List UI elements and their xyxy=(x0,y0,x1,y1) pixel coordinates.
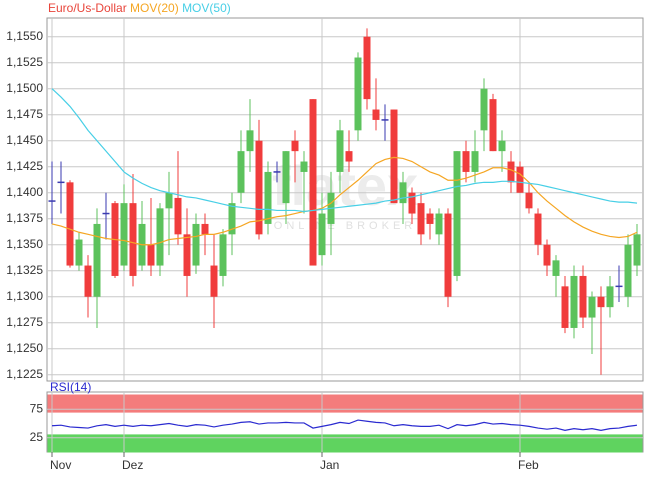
candle-body xyxy=(246,130,254,152)
x-tick-label: Feb xyxy=(518,458,539,472)
y-tick-label: 1,1500 xyxy=(6,81,43,95)
candle-body xyxy=(354,57,362,131)
y-tick-label: 1,1425 xyxy=(6,159,43,173)
rsi-band xyxy=(47,434,643,453)
candle-body xyxy=(201,223,209,235)
rsi-label: RSI(14) xyxy=(50,380,91,394)
candle-body xyxy=(291,140,299,152)
y-tick-label: 1,1450 xyxy=(6,133,43,147)
line-series xyxy=(51,88,638,213)
y-tick-label: 1,1300 xyxy=(6,289,43,303)
candle-body xyxy=(372,109,380,120)
line-series xyxy=(51,156,638,246)
candle-body xyxy=(597,296,605,308)
candle-body xyxy=(282,151,290,204)
y-tick-label: 1,1350 xyxy=(6,237,43,251)
candle-body xyxy=(444,213,452,297)
candle-body xyxy=(426,213,434,224)
legend-entry: MOV(50) xyxy=(182,1,231,15)
candle-body xyxy=(534,213,542,245)
candle-body xyxy=(489,99,497,152)
candle-body xyxy=(552,260,560,276)
candle-body xyxy=(183,234,191,276)
legend-entry: MOV(20) xyxy=(130,1,179,15)
candle-body xyxy=(570,275,578,328)
candle-body xyxy=(363,36,371,100)
candle-body xyxy=(174,197,182,235)
candle-body xyxy=(498,140,506,152)
candle-body xyxy=(120,203,128,266)
candle-body xyxy=(408,192,416,214)
y-tick-label: 25 xyxy=(30,430,44,444)
y-tick-label: 1,1550 xyxy=(6,29,43,43)
candle-body xyxy=(561,286,569,328)
candle-body xyxy=(129,203,137,276)
candle-body xyxy=(75,239,83,266)
candle-body xyxy=(84,265,92,297)
candle-body xyxy=(471,151,479,172)
candle-body xyxy=(579,275,587,318)
candle-body xyxy=(210,265,218,297)
candle-body xyxy=(336,130,344,172)
candle-body xyxy=(255,140,263,235)
candle-body xyxy=(93,223,101,297)
candle-body xyxy=(219,234,227,276)
line-series xyxy=(51,419,638,431)
candle-body xyxy=(165,192,173,209)
candle-body xyxy=(309,99,317,266)
y-tick-label: 1,1250 xyxy=(6,341,43,355)
candle-body xyxy=(543,244,551,266)
candle-body xyxy=(345,151,353,162)
y-tick-label: 1,1475 xyxy=(6,107,43,121)
candle-body xyxy=(435,213,443,235)
candle-body xyxy=(318,213,326,256)
y-tick-label: 1,1400 xyxy=(6,185,43,199)
candle-body xyxy=(453,151,461,276)
watermark-sub: ONLINE BROKER xyxy=(274,220,416,232)
candle-body xyxy=(66,182,74,266)
candle-body xyxy=(588,296,596,318)
candle-body xyxy=(480,88,488,131)
candle-body xyxy=(633,234,641,266)
x-tick-label: Dez xyxy=(122,458,143,472)
candle-body xyxy=(300,161,308,172)
candle-body xyxy=(399,182,407,204)
rsi-band xyxy=(47,394,643,413)
candle-body xyxy=(606,286,614,308)
candle-body xyxy=(237,151,245,193)
candle-body xyxy=(516,166,524,193)
candle-body xyxy=(390,109,398,204)
plot-area xyxy=(46,17,644,382)
candle-body xyxy=(462,151,470,172)
candle-body xyxy=(228,203,236,235)
y-tick-label: 1,1225 xyxy=(6,367,43,381)
candle-body xyxy=(192,223,200,266)
y-tick-label: 75 xyxy=(30,401,44,415)
candle-body xyxy=(147,244,155,266)
legend-entry: Euro/Us-Dollar xyxy=(48,1,127,15)
y-tick-label: 1,1375 xyxy=(6,211,43,225)
y-tick-label: 1,1325 xyxy=(6,263,43,277)
candle-body xyxy=(624,244,632,297)
candle-body xyxy=(507,161,515,183)
candle-body xyxy=(417,203,425,235)
x-tick-label: Nov xyxy=(50,458,71,472)
candle-body xyxy=(156,208,164,266)
candle-body xyxy=(264,171,272,224)
y-tick-label: 1,1525 xyxy=(6,55,43,69)
y-tick-label: 1,1275 xyxy=(6,315,43,329)
x-tick-label: Jan xyxy=(320,458,339,472)
candle-body xyxy=(525,192,533,209)
legend: Euro/Us-Dollar MOV(20) MOV(50) xyxy=(48,1,231,15)
